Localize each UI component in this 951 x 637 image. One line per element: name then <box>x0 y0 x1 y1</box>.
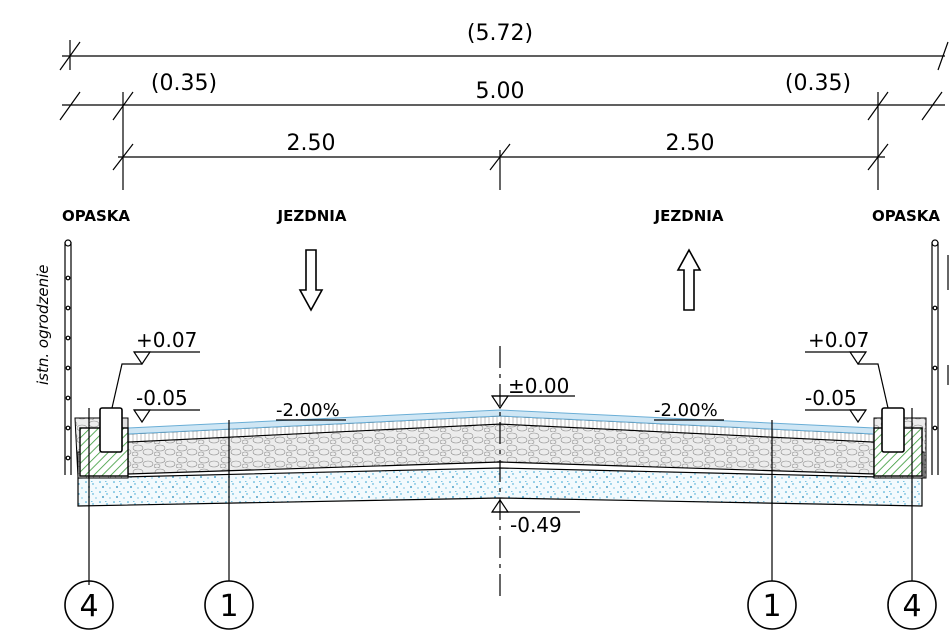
dimension-overall: (5.72) <box>59 21 949 71</box>
dimension-carriageway: (0.35) 5.00 (0.35) <box>59 71 945 190</box>
slope-left-label: -2.00% <box>276 400 340 421</box>
callout-4-left: 4 <box>64 408 114 630</box>
elevation-marker-right-edge: -0.05 <box>805 386 868 424</box>
callout-1-right: 1 <box>747 420 797 630</box>
callout-4-right: 4 <box>887 408 937 630</box>
elev-right-kerb-label: +0.07 <box>808 328 869 352</box>
label-right-jezdnia: JEZDNIA <box>654 207 724 225</box>
elevation-marker-left-edge: -0.05 <box>132 386 200 424</box>
label-left-jezdnia: JEZDNIA <box>277 207 347 225</box>
label-right-opaska: OPASKA <box>872 207 940 225</box>
dim-carriageway-label: 5.00 <box>476 79 525 104</box>
existing-fence-left <box>64 239 72 475</box>
elev-left-edge-label: -0.05 <box>136 386 188 410</box>
dimension-lanes: 2.50 2.50 <box>112 131 889 190</box>
elev-left-kerb-label: +0.07 <box>136 328 197 352</box>
callout-4-left-label: 4 <box>79 589 98 624</box>
left-shoulder <box>74 407 129 479</box>
direction-up-arrow-icon <box>676 248 702 311</box>
right-kerb <box>881 407 905 453</box>
dim-left-lane-label: 2.50 <box>287 131 336 156</box>
dim-right-shoulder-label: (0.35) <box>785 71 851 96</box>
callout-1-left-label: 1 <box>219 589 238 624</box>
label-left-opaska: OPASKA <box>62 207 130 225</box>
elevation-marker-left-kerb: +0.07 <box>111 328 200 409</box>
direction-down-arrow-icon <box>298 249 324 312</box>
label-existing-fence: istn. ogrodzenie <box>34 265 52 385</box>
callout-1-right-label: 1 <box>762 589 781 624</box>
elevation-marker-axis-top: ±0.00 <box>490 374 575 410</box>
dim-right-lane-label: 2.50 <box>666 131 715 156</box>
left-kerb <box>99 407 123 453</box>
elevation-marker-right-kerb: +0.07 <box>805 328 889 409</box>
dim-overall-label: (5.72) <box>467 21 533 46</box>
elev-right-edge-label: -0.05 <box>805 386 857 410</box>
dim-left-shoulder-label: (0.35) <box>151 71 217 96</box>
elevation-marker-axis-bottom: -0.49 <box>490 498 580 537</box>
right-shoulder <box>873 407 927 479</box>
elev-axis-top-label: ±0.00 <box>508 374 569 398</box>
elev-axis-bottom-label: -0.49 <box>510 513 562 537</box>
callout-4-right-label: 4 <box>902 589 921 624</box>
slope-right-label: -2.00% <box>654 400 718 421</box>
callout-1-left: 1 <box>204 420 254 630</box>
existing-fence-right <box>931 239 949 475</box>
